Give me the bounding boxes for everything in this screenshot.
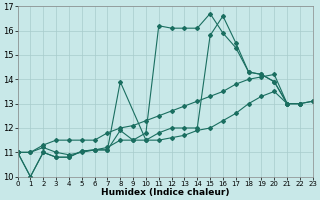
X-axis label: Humidex (Indice chaleur): Humidex (Indice chaleur): [101, 188, 229, 197]
